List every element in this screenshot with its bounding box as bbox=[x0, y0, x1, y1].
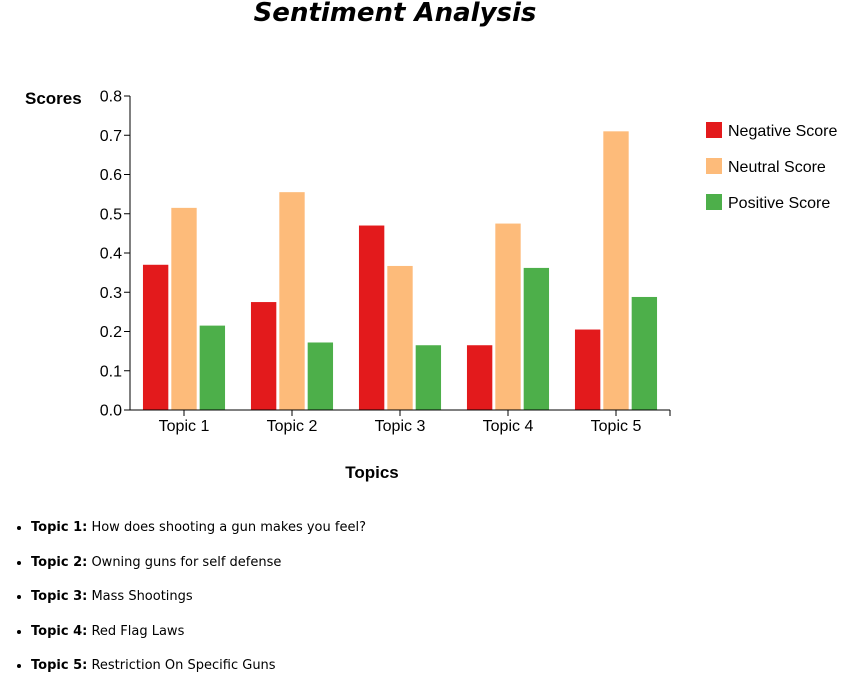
topic-description: Mass Shootings bbox=[91, 589, 193, 604]
y-axis: 0.0 0.1 0.2 0.3 0.4 0.5 0.6 0.7 0.8 bbox=[100, 89, 131, 420]
topic-description: Red Flag Laws bbox=[91, 623, 185, 639]
bar-positive-score bbox=[199, 325, 226, 410]
topic-list-item: Topic 5: Restriction On Specific Guns bbox=[31, 657, 366, 692]
bar-neutral-score bbox=[495, 223, 521, 410]
topic-label: Topic 3: bbox=[31, 589, 88, 604]
topic-list-item: Topic 3: Mass Shootings bbox=[31, 588, 366, 623]
bars-group bbox=[142, 131, 658, 410]
bar-positive-score bbox=[523, 267, 550, 410]
x-axis: Topic 1 Topic 2 Topic 3 Topic 4 Topic 5 bbox=[130, 409, 671, 435]
bar-chart: 0.00.10.20.30.40.50.60.70.8 Topic 1 Topic… bbox=[25, 89, 837, 483]
topic-label: Topic 4: bbox=[31, 623, 88, 639]
y-tick-label: 0.2 bbox=[100, 324, 122, 341]
bar-neutral-score bbox=[603, 131, 629, 410]
bar-negative-score bbox=[466, 345, 493, 410]
x-tick-label: Topic 3 bbox=[375, 418, 426, 435]
chart-title: Sentiment Analysis bbox=[253, 0, 537, 28]
topic-label: Topic 2: bbox=[31, 554, 88, 570]
bar-neutral-score bbox=[387, 265, 413, 410]
y-axis-title: Scores bbox=[25, 89, 82, 108]
y-tick-label: 0.5 bbox=[100, 206, 122, 223]
y-tick-label: 0.7 bbox=[100, 128, 122, 145]
bar-positive-score bbox=[631, 296, 658, 410]
y-tick-label: 0.3 bbox=[100, 285, 122, 302]
bar-negative-score bbox=[250, 302, 277, 410]
topic-description: How does shooting a gun makes you feel? bbox=[91, 520, 366, 535]
y-tick-label: 0.0 bbox=[100, 403, 122, 420]
x-tick-label: Topic 5 bbox=[591, 418, 642, 435]
x-axis-title: Topics bbox=[345, 463, 399, 482]
y-tick-label: 0.6 bbox=[100, 167, 122, 184]
legend-swatch bbox=[706, 122, 722, 138]
topic-description: Owning guns for self defense bbox=[91, 554, 282, 570]
legend-label: Neutral Score bbox=[728, 159, 826, 176]
bar-positive-score bbox=[307, 342, 334, 410]
y-tick-label: 0.8 bbox=[100, 89, 122, 106]
legend-label: Negative Score bbox=[728, 123, 837, 140]
topic-list-item: Topic 2: Owning guns for self defense bbox=[31, 554, 366, 589]
legend-swatch bbox=[706, 158, 722, 174]
topic-list: Topic 1: How does shooting a gun makes y… bbox=[14, 519, 366, 692]
bar-neutral-score bbox=[279, 192, 305, 410]
bar-negative-score bbox=[574, 329, 601, 410]
topic-label: Topic 1: bbox=[31, 520, 88, 535]
legend: Negative Score Neutral Score Positive Scor… bbox=[706, 122, 837, 212]
topic-list-item: Topic 4: Red Flag Laws bbox=[31, 623, 366, 658]
topic-description: Restriction On Specific Guns bbox=[91, 658, 276, 673]
legend-swatch bbox=[706, 194, 722, 210]
topic-list-item: Topic 1: How does shooting a gun makes y… bbox=[31, 519, 366, 554]
bar-negative-score bbox=[358, 225, 385, 410]
bar-neutral-score bbox=[171, 207, 197, 410]
bar-negative-score bbox=[142, 264, 169, 410]
x-tick-label: Topic 4 bbox=[483, 418, 534, 435]
y-tick-label: 0.1 bbox=[100, 363, 122, 380]
x-tick-label: Topic 2 bbox=[267, 418, 318, 435]
topic-label: Topic 5: bbox=[31, 658, 88, 673]
bar-positive-score bbox=[415, 345, 442, 410]
y-tick-label: 0.4 bbox=[100, 246, 122, 263]
legend-label: Positive Score bbox=[728, 195, 830, 212]
x-tick-label: Topic 1 bbox=[159, 418, 210, 435]
